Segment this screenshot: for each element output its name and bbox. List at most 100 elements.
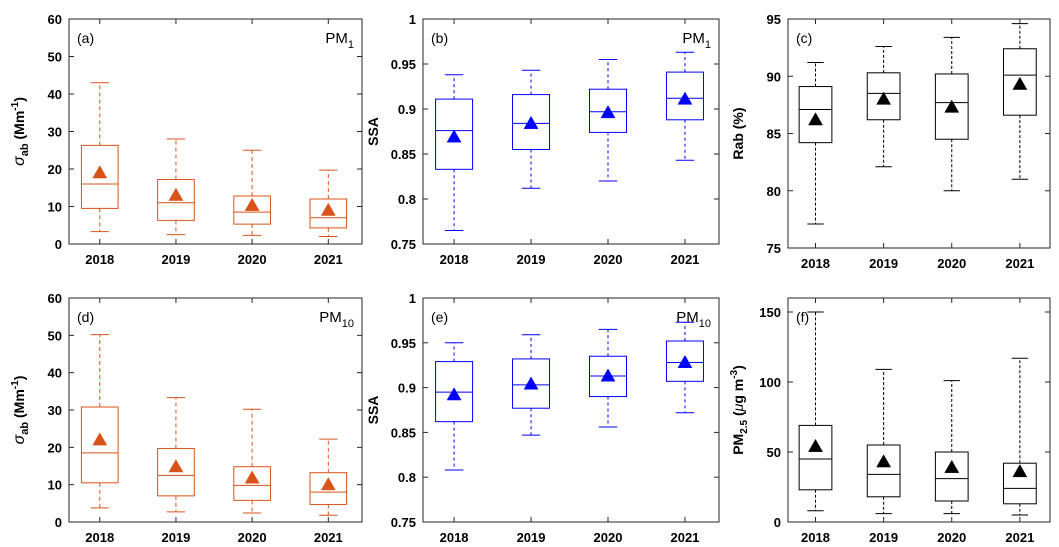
mean-marker bbox=[523, 376, 539, 390]
iqr-box bbox=[157, 179, 195, 221]
x-tick-label: 2019 bbox=[161, 530, 190, 545]
iqr-box bbox=[798, 424, 833, 491]
x-tick-label: 2018 bbox=[85, 530, 114, 545]
axes-frame bbox=[787, 18, 1051, 249]
pm-annotation: PM1 bbox=[682, 30, 711, 51]
x-tick-label: 2021 bbox=[314, 530, 343, 545]
pm-annotation: PM1 bbox=[325, 30, 354, 51]
mean-marker bbox=[808, 438, 823, 452]
x-tick-label: 2020 bbox=[937, 256, 966, 271]
axes-frame bbox=[787, 297, 1051, 523]
y-tick-label: 1 bbox=[409, 291, 416, 306]
axes-frame bbox=[68, 297, 363, 523]
box-2021 bbox=[309, 438, 348, 516]
x-tick-label: 2020 bbox=[937, 530, 966, 545]
y-tick-label: 0.75 bbox=[391, 515, 416, 530]
box-2020 bbox=[589, 59, 627, 182]
panel-label: (d) bbox=[77, 309, 94, 325]
y-tick-label: 50 bbox=[48, 328, 62, 343]
iqr-box bbox=[80, 144, 119, 209]
iqr-box bbox=[934, 451, 969, 502]
axes-frame bbox=[422, 297, 720, 523]
x-tick-label: 2019 bbox=[517, 252, 546, 267]
box-2021 bbox=[1002, 23, 1037, 180]
y-axis-label: PM2.5 (μg m-3) bbox=[729, 365, 750, 455]
mean-marker bbox=[600, 368, 616, 382]
axes-frame bbox=[422, 18, 720, 245]
y-tick-label: 95 bbox=[767, 12, 781, 27]
box-2021 bbox=[665, 51, 704, 161]
iqr-box bbox=[798, 86, 833, 144]
panel-label: (c) bbox=[796, 30, 812, 46]
x-tick-label: 2019 bbox=[869, 530, 898, 545]
x-tick-label: 2018 bbox=[801, 256, 830, 271]
mean-marker bbox=[677, 91, 693, 105]
box-2018 bbox=[798, 62, 833, 225]
panel-b: 0.75 0.8 0.85 0.9 0.95 1 2018 2019 2020 2021 (b) PM… bbox=[365, 12, 720, 267]
panel-e: 0.75 0.8 0.85 0.9 0.95 1 2018 2019 2020 2021 (e) PM… bbox=[365, 291, 720, 545]
y-tick-label: 0 bbox=[55, 515, 62, 530]
iqr-box bbox=[309, 472, 348, 505]
mean-marker bbox=[92, 432, 108, 446]
mean-marker bbox=[944, 459, 960, 473]
iqr-box bbox=[435, 98, 474, 170]
x-tick-label: 2018 bbox=[440, 530, 469, 545]
y-tick-label: 10 bbox=[48, 478, 62, 493]
iqr-box bbox=[233, 195, 271, 225]
mean-marker bbox=[600, 105, 616, 119]
mean-marker bbox=[677, 355, 693, 369]
panel-f: 0 50 100 150 2018 2019 2020 2021 (f) PM2.5 (μg m-… bbox=[729, 297, 1051, 545]
y-tick-label: 75 bbox=[767, 241, 781, 256]
iqr-box bbox=[512, 94, 551, 150]
x-tick-label: 2021 bbox=[314, 252, 343, 267]
mean-marker bbox=[876, 91, 892, 105]
y-tick-label: 40 bbox=[48, 87, 62, 102]
y-tick-label: 50 bbox=[48, 50, 62, 65]
mean-marker bbox=[320, 202, 336, 216]
y-tick-label: 30 bbox=[48, 125, 62, 140]
iqr-box bbox=[1002, 462, 1037, 505]
y-tick-label: 50 bbox=[767, 445, 781, 460]
y-tick-label: 40 bbox=[48, 366, 62, 381]
mean-marker bbox=[320, 477, 336, 491]
y-tick-label: 0 bbox=[55, 237, 62, 252]
box-2018 bbox=[435, 342, 474, 471]
y-tick-label: 0.85 bbox=[391, 147, 416, 162]
box-2019 bbox=[512, 334, 551, 436]
y-axis-label: SSA bbox=[365, 396, 381, 425]
y-axis-label: Rab (%) bbox=[730, 107, 746, 159]
box-2020 bbox=[934, 380, 969, 515]
pm-annotation: PM10 bbox=[676, 309, 711, 330]
x-tick-label: 2021 bbox=[670, 530, 699, 545]
x-tick-label: 2018 bbox=[801, 530, 830, 545]
panel-a: 0 10 20 30 40 50 60 2018 2019 2020 2021 (a) PM1 σab (… bbox=[10, 12, 363, 267]
x-tick-label: 2018 bbox=[85, 252, 114, 267]
mean-marker bbox=[446, 387, 462, 401]
box-2020 bbox=[934, 36, 969, 192]
box-2019 bbox=[157, 397, 195, 513]
box-2019 bbox=[157, 138, 195, 236]
iqr-box bbox=[233, 466, 271, 501]
y-tick-label: 80 bbox=[767, 184, 781, 199]
box-2019 bbox=[512, 69, 551, 189]
box-2018 bbox=[80, 82, 119, 233]
x-tick-label: 2018 bbox=[440, 252, 469, 267]
y-tick-label: 0.75 bbox=[391, 237, 416, 252]
pm-annotation: PM10 bbox=[319, 309, 354, 330]
y-tick-label: 60 bbox=[48, 12, 62, 27]
box-2018 bbox=[435, 74, 474, 231]
panel-label: (a) bbox=[77, 30, 94, 46]
y-axis-label: σab (Mm-1) bbox=[10, 97, 31, 166]
iqr-box bbox=[589, 88, 627, 133]
iqr-box bbox=[80, 406, 119, 484]
mean-marker bbox=[1012, 76, 1028, 90]
box-2019 bbox=[866, 45, 901, 168]
x-tick-label: 2019 bbox=[161, 252, 190, 267]
mean-marker bbox=[944, 99, 960, 113]
x-tick-label: 2021 bbox=[1005, 256, 1034, 271]
panel-label: (b) bbox=[431, 30, 448, 46]
x-tick-label: 2020 bbox=[238, 530, 267, 545]
y-tick-label: 0.85 bbox=[391, 425, 416, 440]
panel-c: 75 80 85 90 95 2018 2019 2020 2021 (c) Rab (%) bbox=[730, 12, 1051, 271]
